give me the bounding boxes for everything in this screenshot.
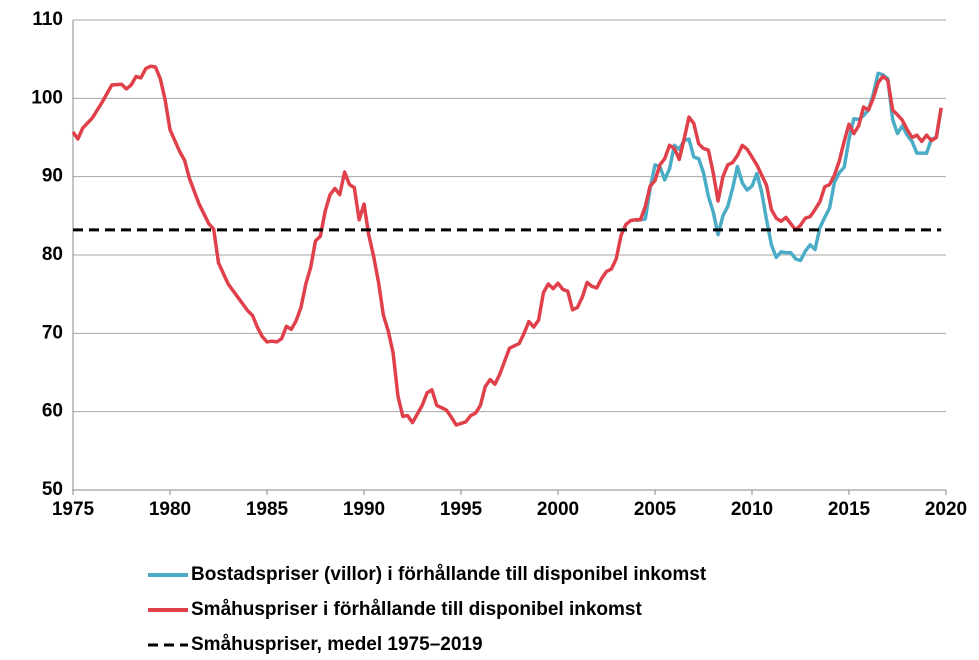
legend-label: Bostadspriser (villor) i förhållande til… xyxy=(191,564,707,585)
x-tick-label: 2020 xyxy=(925,499,967,520)
series-line xyxy=(635,71,943,263)
legend-label: Småhuspriser, medel 1975–2019 xyxy=(191,634,483,655)
x-tick-label: 2005 xyxy=(634,499,677,520)
series-line xyxy=(71,64,943,427)
x-tick-label: 2010 xyxy=(731,499,773,520)
x-tick-label: 1975 xyxy=(52,499,95,520)
y-tick-label: 90 xyxy=(42,166,63,187)
y-tick-label: 110 xyxy=(32,9,63,30)
y-tick-label: 80 xyxy=(42,244,63,265)
x-tick-label: 1990 xyxy=(343,499,385,520)
y-tick-label: 60 xyxy=(42,401,63,422)
y-tick-label: 50 xyxy=(42,479,63,500)
x-tick-label: 2000 xyxy=(537,499,579,520)
x-tick-label: 1995 xyxy=(440,499,483,520)
x-tick-label: 1980 xyxy=(149,499,191,520)
y-tick-label: 70 xyxy=(42,322,63,343)
y-tick-label: 100 xyxy=(31,87,63,108)
legend-label: Småhuspriser i förhållande till disponib… xyxy=(191,599,642,620)
x-tick-label: 1985 xyxy=(246,499,289,520)
x-tick-label: 2015 xyxy=(828,499,871,520)
